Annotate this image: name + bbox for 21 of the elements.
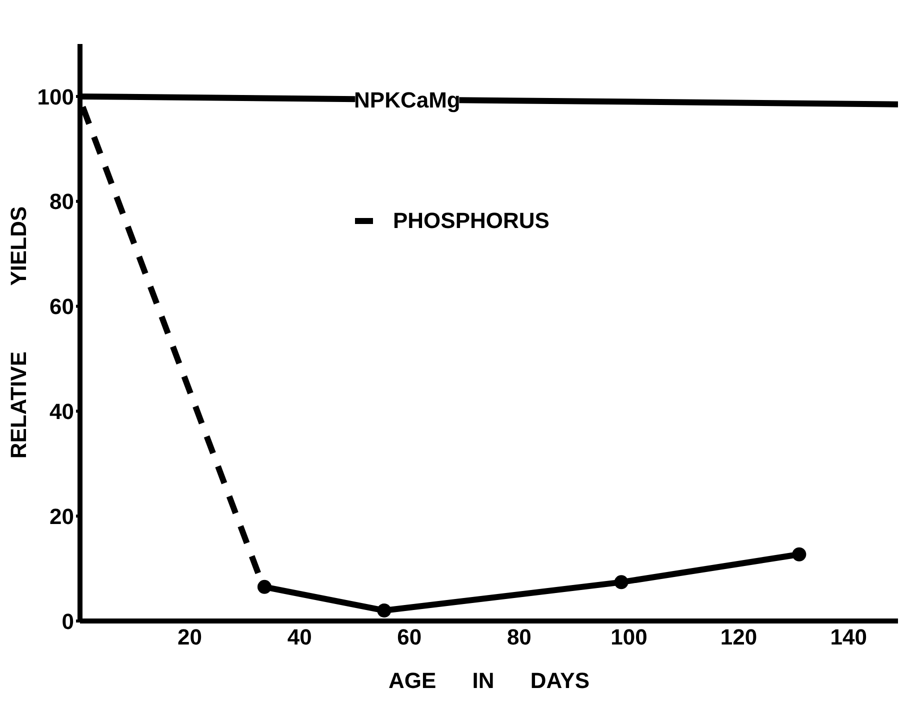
x-tick-label: 120 [720, 624, 758, 650]
x-tick-label: 60 [397, 624, 422, 650]
y-tick-label: 0 [62, 608, 74, 634]
series-label: NPKCaMg [354, 88, 460, 113]
x-tick-label: 20 [178, 624, 202, 650]
x-tick-label: 100 [610, 624, 648, 650]
x-tick-label: 140 [830, 624, 867, 650]
x-axis-title: AGE IN DAYS [388, 668, 590, 693]
point [792, 547, 806, 562]
point [257, 580, 272, 594]
x-tick-label: 80 [506, 624, 532, 650]
legend-label: PHOSPHORUS [393, 208, 550, 234]
y-tick-label: 60 [50, 294, 74, 320]
y-tick-label: 40 [50, 398, 74, 424]
y-tick-label: 100 [37, 84, 74, 110]
y-tick-label: 80 [50, 189, 74, 214]
point [377, 604, 392, 618]
y-tick-label: 20 [50, 504, 74, 529]
y-axis-title: RELATIVE YIELDS [6, 206, 31, 459]
x-tick-label: 40 [287, 624, 312, 650]
point [614, 575, 628, 590]
